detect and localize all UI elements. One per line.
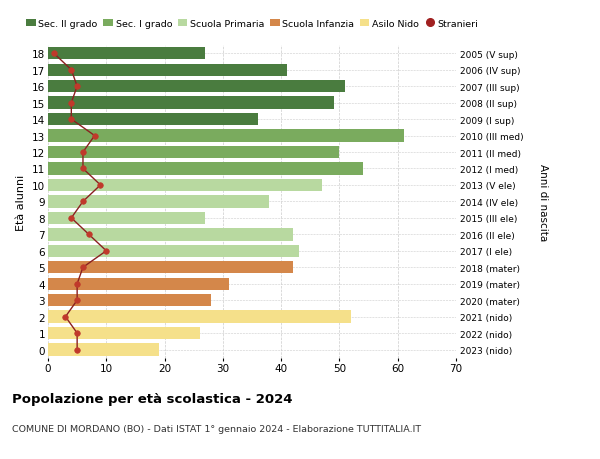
Bar <box>48 163 363 175</box>
Bar <box>48 278 229 290</box>
Legend: Sec. II grado, Sec. I grado, Scuola Primaria, Scuola Infanzia, Asilo Nido, Stran: Sec. II grado, Sec. I grado, Scuola Prim… <box>26 20 478 29</box>
Bar <box>48 114 258 126</box>
Text: Popolazione per età scolastica - 2024: Popolazione per età scolastica - 2024 <box>12 392 293 405</box>
Bar <box>48 294 211 307</box>
Bar <box>48 146 340 159</box>
Bar <box>48 64 287 77</box>
Bar <box>48 311 351 323</box>
Bar <box>48 245 299 257</box>
Bar <box>48 262 293 274</box>
Bar <box>48 327 200 340</box>
Bar <box>48 179 322 192</box>
Bar <box>48 97 334 110</box>
Bar <box>48 196 269 208</box>
Bar <box>48 212 205 224</box>
Y-axis label: Anni di nascita: Anni di nascita <box>538 163 548 241</box>
Bar <box>48 344 159 356</box>
Bar <box>48 48 205 60</box>
Bar <box>48 229 293 241</box>
Bar <box>48 81 345 93</box>
Bar <box>48 130 404 142</box>
Y-axis label: Età alunni: Età alunni <box>16 174 26 230</box>
Text: COMUNE DI MORDANO (BO) - Dati ISTAT 1° gennaio 2024 - Elaborazione TUTTITALIA.IT: COMUNE DI MORDANO (BO) - Dati ISTAT 1° g… <box>12 425 421 434</box>
